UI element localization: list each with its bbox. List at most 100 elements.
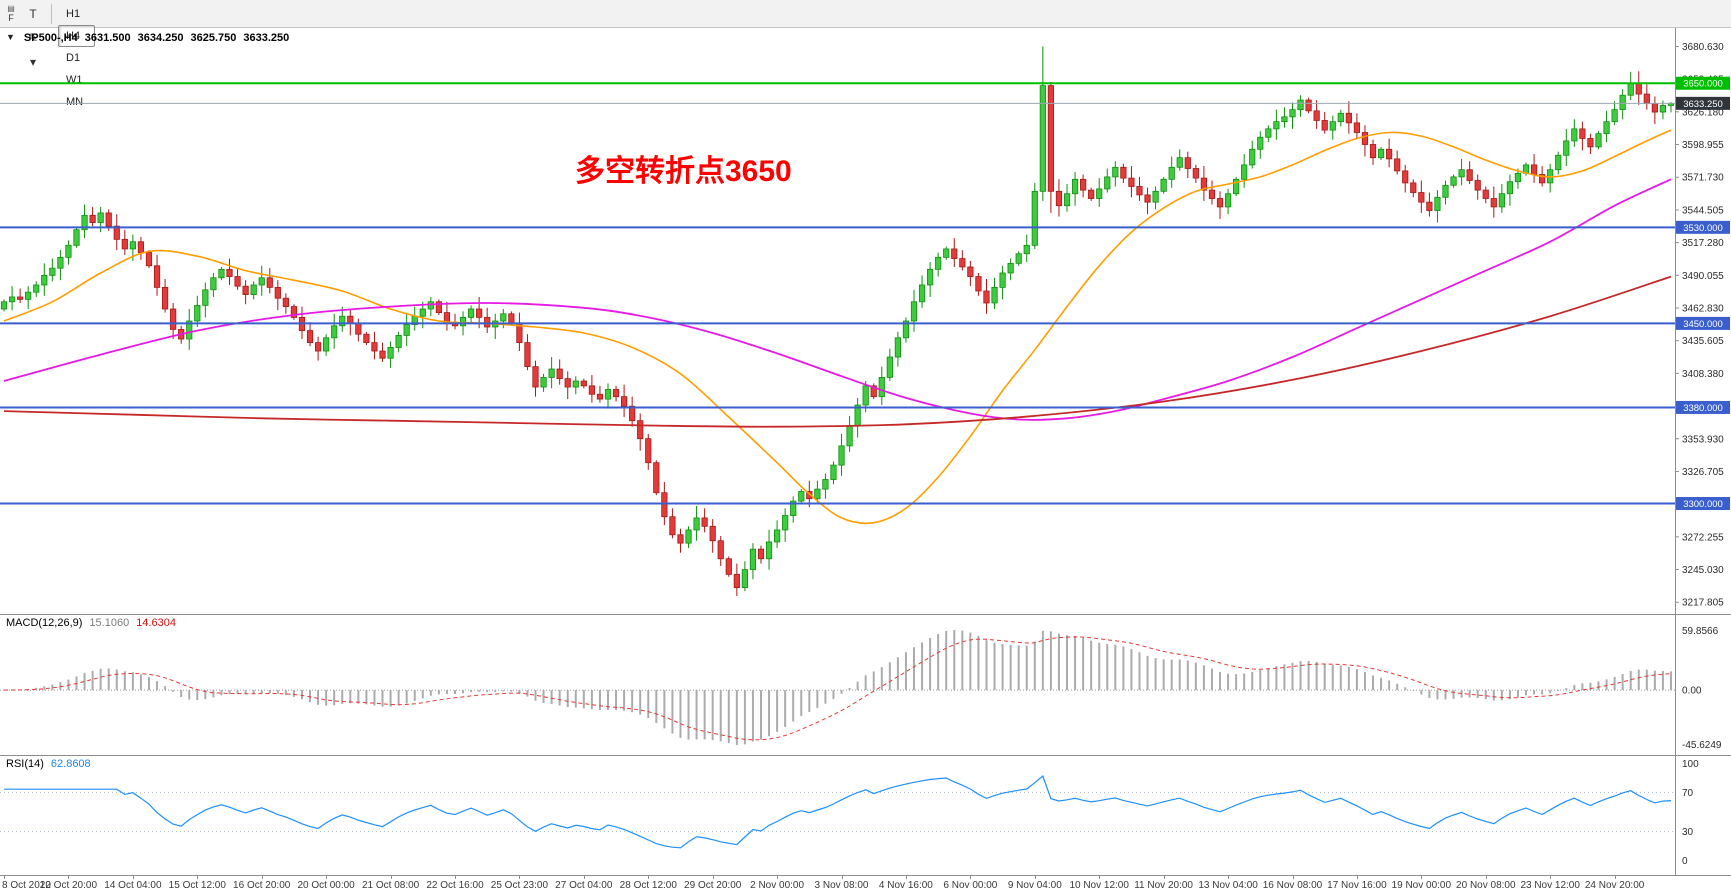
timeframe-mn-button[interactable]: MN xyxy=(66,95,84,108)
draw-tools-button[interactable]: ✎ xyxy=(21,26,45,50)
price-tick-label: 3408.380 xyxy=(1682,369,1724,380)
time-tick xyxy=(261,876,263,879)
time-label: 20 Oct 00:00 xyxy=(297,880,355,891)
price-tick-label: 3544.505 xyxy=(1682,205,1724,216)
dropdown-chevron-button[interactable]: ▾ xyxy=(21,50,45,74)
time-label: 16 Oct 20:00 xyxy=(233,880,291,891)
time-label: 24 Nov 20:00 xyxy=(1584,880,1645,891)
dock-grid-icon: ▤ xyxy=(7,4,15,13)
rsi-line xyxy=(4,774,1672,849)
price-label-badge: 3650.000 xyxy=(1676,76,1730,90)
macd-panel-canvas[interactable]: 59.8566 0.00 -45.6249 xyxy=(0,614,1731,755)
macd-signal-value: 14.6304 xyxy=(136,617,176,629)
price-label-badge: 3300.000 xyxy=(1676,497,1730,511)
timeframe-h4-button[interactable]: H4 xyxy=(58,24,96,47)
price-label-badge: 3633.250 xyxy=(1676,96,1730,110)
time-tick xyxy=(519,876,521,879)
time-tick xyxy=(970,876,972,879)
time-tick xyxy=(648,876,650,879)
text-tool-button[interactable]: T xyxy=(21,2,45,26)
macd-axis[interactable]: 59.8566 0.00 -45.6249 xyxy=(1675,614,1722,755)
toolbar-dock-handle[interactable]: ▤ F xyxy=(2,1,20,27)
toolbar-icon-buttons: ≣AT✎▾ xyxy=(20,0,46,74)
time-label: 23 Nov 12:00 xyxy=(1520,880,1580,891)
rsi-0-label: 0 xyxy=(1682,856,1688,867)
time-label: 6 Nov 00:00 xyxy=(943,880,998,891)
price-label-badge: 3380.000 xyxy=(1676,400,1730,414)
ma-mid-line xyxy=(3,178,1672,421)
price-tick-label: 3245.030 xyxy=(1682,565,1724,576)
time-label: 29 Oct 20:00 xyxy=(684,880,742,891)
price-tick-label: 3490.055 xyxy=(1682,271,1724,282)
price-tick-label: 3571.730 xyxy=(1682,173,1724,184)
time-tick xyxy=(583,876,585,879)
time-tick xyxy=(1292,876,1294,879)
time-axis[interactable]: 8 Oct 2020 12 Oct 20:00 14 Oct 04:00 15 Oct… xyxy=(0,875,1731,895)
time-tick xyxy=(841,876,843,879)
timeframe-h1-button[interactable]: H1 xyxy=(66,7,81,20)
time-tick xyxy=(4,876,5,879)
price-label-badge: 3530.000 xyxy=(1676,220,1730,234)
time-label: 10 Nov 12:00 xyxy=(1069,880,1129,891)
time-label: 19 Nov 00:00 xyxy=(1391,880,1452,891)
macd-histogram xyxy=(11,630,1672,745)
time-label: 15 Oct 12:00 xyxy=(168,880,226,891)
symbol-period-label: SP500-,H4 xyxy=(23,32,78,44)
time-label: 12 Oct 20:00 xyxy=(39,880,98,891)
macd-zero-label: 0.00 xyxy=(1682,686,1702,697)
high-value: 3634.250 xyxy=(137,32,184,44)
time-label: 22 Oct 16:00 xyxy=(426,880,484,891)
macd-max-label: 59.8566 xyxy=(1682,626,1719,637)
time-label: 4 Nov 16:00 xyxy=(878,880,933,891)
time-tick xyxy=(1421,876,1423,879)
main-chart-canvas[interactable]: 3680.6303653.4053626.1803598.9553571.730… xyxy=(0,28,1731,614)
rsi-70-label: 70 xyxy=(1682,788,1694,799)
timeframe-d1-button[interactable]: D1 xyxy=(66,51,81,64)
chart-ohlc-header: ▼ SP500-,H4 3631.500 3634.250 3625.750 3… xyxy=(6,32,289,44)
chinese-annotation-text[interactable]: 多空转折点3650 xyxy=(575,155,792,188)
price-tick-label: 3598.955 xyxy=(1682,140,1724,151)
time-tick xyxy=(68,876,70,879)
time-tick xyxy=(712,876,714,879)
time-label: 13 Nov 04:00 xyxy=(1198,880,1258,891)
time-label: 11 Nov 20:00 xyxy=(1134,880,1193,891)
macd-name: MACD(12,26,9) xyxy=(6,617,83,629)
time-tick xyxy=(905,876,907,879)
low-value: 3625.750 xyxy=(190,32,237,44)
time-tick xyxy=(1614,876,1616,879)
svg-text:3380.000: 3380.000 xyxy=(1683,403,1723,414)
rsi-axis[interactable]: 100 70 30 0 xyxy=(1675,755,1700,875)
rsi-30-label: 30 xyxy=(1682,827,1694,838)
horizontal-line-objects[interactable] xyxy=(0,82,1675,505)
svg-text:3633.250: 3633.250 xyxy=(1683,99,1723,110)
collapse-arrow-icon[interactable]: ▼ xyxy=(6,32,15,42)
dock-label: F xyxy=(8,13,14,23)
rsi-100-label: 100 xyxy=(1682,759,1699,770)
price-tick-label: 3626.180 xyxy=(1682,107,1724,118)
time-tick xyxy=(197,876,199,879)
price-tick-label: 3217.805 xyxy=(1682,598,1724,609)
macd-min-label: -45.6249 xyxy=(1682,740,1722,751)
rsi-panel-canvas[interactable]: 100 70 30 0 xyxy=(0,755,1731,875)
time-label: 9 Nov 04:00 xyxy=(1007,880,1062,891)
time-label: 27 Oct 04:00 xyxy=(555,880,613,891)
price-tick-label: 3435.605 xyxy=(1682,336,1724,347)
chart-window: 3680.6303653.4053626.1803598.9553571.730… xyxy=(0,28,1731,895)
time-label: 28 Oct 12:00 xyxy=(619,880,677,891)
time-label: 25 Oct 23:00 xyxy=(490,880,549,891)
price-tick-label: 3272.255 xyxy=(1682,532,1724,543)
time-tick xyxy=(1099,876,1101,879)
time-tick xyxy=(132,876,134,879)
ma-slow-line xyxy=(3,275,1672,428)
time-label: 16 Nov 08:00 xyxy=(1262,880,1323,891)
svg-text:3650.000: 3650.000 xyxy=(1683,79,1723,90)
macd-indicator-label: MACD(12,26,9) 15.1060 14.6304 xyxy=(6,617,176,629)
macd-main-value: 15.1060 xyxy=(89,617,130,629)
time-tick xyxy=(1228,876,1230,879)
rsi-indicator-label: RSI(14) 62.8608 xyxy=(6,758,91,770)
macd-signal-line xyxy=(3,636,1672,741)
toolbar-separator xyxy=(51,3,52,24)
rsi-value: 62.8608 xyxy=(50,758,91,770)
dropdown-chevron-icon: ▾ xyxy=(29,54,37,69)
time-tick xyxy=(455,876,456,879)
